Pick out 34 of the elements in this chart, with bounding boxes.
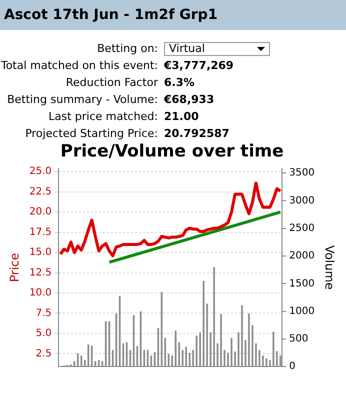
y-tick-label: 2.5 xyxy=(36,348,52,360)
y2-tick-label: 1000 xyxy=(289,306,315,317)
text: Reduction Factor xyxy=(64,76,159,89)
text: €3,777,269 xyxy=(164,59,234,72)
y-tick-label: 15.0 xyxy=(29,247,52,258)
y2-tick-label: 0 xyxy=(289,361,296,372)
text: Last price matched: xyxy=(47,110,159,123)
y2-tick-label: 3000 xyxy=(289,195,315,206)
y-tick-label: 12.5 xyxy=(29,267,52,278)
y-tick-label: 25.0 xyxy=(29,166,52,178)
text: 20.792587 xyxy=(164,127,230,140)
y-tick-label: 22.5 xyxy=(29,186,52,198)
y-tick-label: 5.0 xyxy=(36,328,52,340)
y-axis-title: Price xyxy=(7,252,22,282)
text: €68,933 xyxy=(164,93,214,106)
text: Projected Starting Price: xyxy=(24,127,159,140)
y2-axis-title: Volume xyxy=(322,245,337,290)
dropdown-field: Virtual xyxy=(164,42,270,56)
text: Ascot 17th Jun - 1m2f Grp1 xyxy=(4,7,218,23)
y-tick-label: 7.5 xyxy=(36,308,52,319)
text: Betting on: xyxy=(96,42,159,55)
text: Betting summary - Volume: xyxy=(6,93,159,106)
y-tick-label: 17.5 xyxy=(29,226,52,238)
y-tick-label: 10.0 xyxy=(29,288,52,299)
y2-tick-label: 3500 xyxy=(289,168,315,179)
chart-title: Price/Volume over time xyxy=(60,142,284,162)
text: 21.00 xyxy=(164,110,199,123)
text: Total matched on this event: xyxy=(0,59,159,72)
y-tick-label: 20.0 xyxy=(29,206,52,218)
y2-tick-label: 2500 xyxy=(289,222,315,234)
y2-tick-label: 1500 xyxy=(289,278,315,290)
text: 6.3% xyxy=(164,76,195,89)
y2-tick-label: 2000 xyxy=(289,250,315,262)
y2-tick-label: 500 xyxy=(289,334,308,345)
